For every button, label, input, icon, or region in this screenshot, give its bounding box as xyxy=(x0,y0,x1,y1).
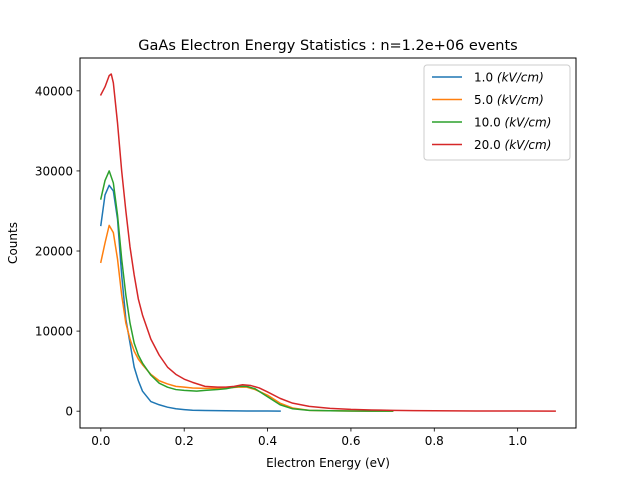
y-tick-label: 0 xyxy=(65,405,73,419)
x-tick-label: 0.0 xyxy=(91,434,110,448)
x-tick-label: 0.4 xyxy=(258,434,277,448)
legend-label-4: 20.0 (kV/cm) xyxy=(474,138,551,152)
y-tick-label: 40000 xyxy=(35,84,73,98)
y-tick-label: 30000 xyxy=(35,164,73,178)
series-line-3 xyxy=(99,170,394,412)
series-line-2 xyxy=(99,224,394,412)
series-line-4 xyxy=(99,73,556,412)
plot-area-frame xyxy=(79,57,577,429)
y-tick-label: 20000 xyxy=(35,245,73,259)
x-axis-label: Electron Energy (eV) xyxy=(266,456,390,470)
x-tick-label: 0.6 xyxy=(341,434,360,448)
series-line-1 xyxy=(99,184,281,412)
x-tick-label: 1.0 xyxy=(508,434,527,448)
x-axis-ticks: 0.0 0.2 0.4 0.6 0.8 1.0 xyxy=(91,428,527,448)
legend-label-2: 5.0 (kV/cm) xyxy=(474,93,544,107)
legend-label-3: 10.0 (kV/cm) xyxy=(474,116,551,130)
legend: 1.0 (kV/cm) 5.0 (kV/cm) 10.0 (kV/cm) 20.0 (… xyxy=(423,64,571,161)
y-axis-ticks: 0 10000 20000 30000 40000 xyxy=(35,84,80,419)
legend-box xyxy=(423,64,571,161)
x-tick-label: 0.2 xyxy=(175,434,194,448)
x-tick-label: 0.8 xyxy=(425,434,444,448)
legend-label-1: 1.0 (kV/cm) xyxy=(474,71,544,85)
y-axis-label: Counts xyxy=(6,222,20,264)
plot-lines xyxy=(99,73,556,412)
chart-title: GaAs Electron Energy Statistics : n=1.2e… xyxy=(138,38,517,54)
y-tick-label: 10000 xyxy=(35,325,73,339)
